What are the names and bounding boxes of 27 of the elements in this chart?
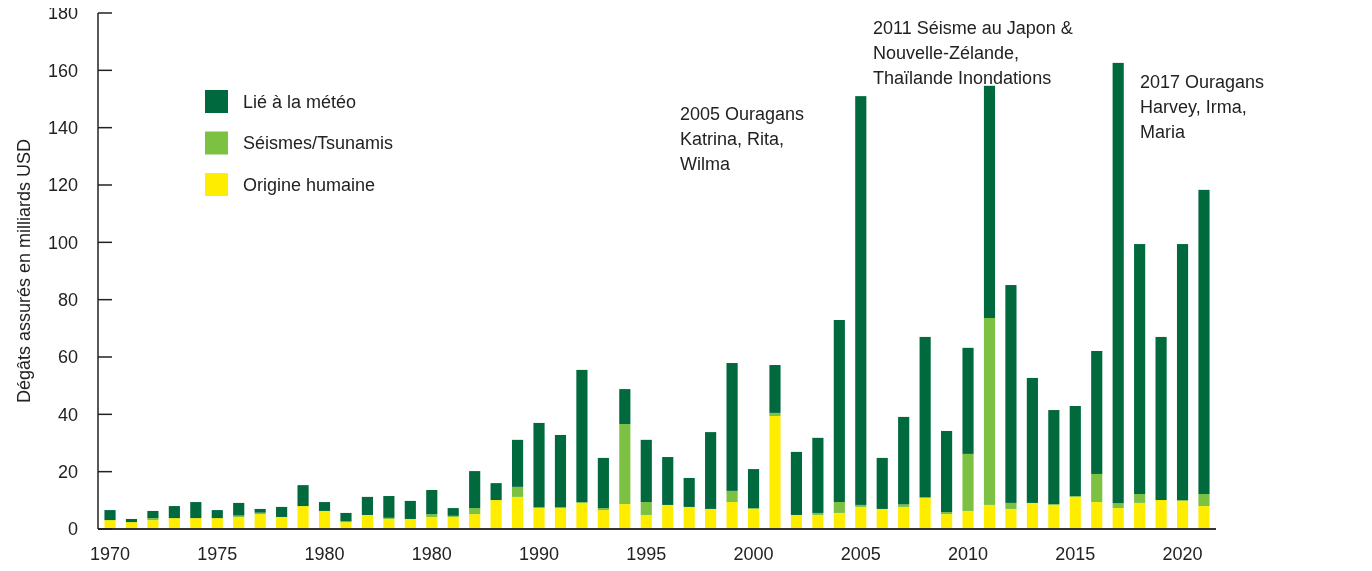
y-tick-label: 80 — [57, 289, 78, 310]
x-tick-label: 2010 — [948, 544, 989, 565]
x-tick-label: 1995 — [626, 544, 667, 565]
y-axis-title: Dégâts assurés en milliards USD — [14, 138, 35, 404]
y-tick-label: 160 — [47, 60, 78, 81]
legend-label: Origine humaine — [243, 174, 376, 195]
x-tick-label: 1975 — [197, 544, 238, 565]
annotation: 2017 Ouragans Harvey, Irma, Maria — [1140, 72, 1265, 143]
y-tick-label: 140 — [47, 117, 78, 138]
y-tick-label: 20 — [57, 461, 78, 482]
y-tick-label: 60 — [57, 347, 78, 368]
y-tick-label: 100 — [47, 232, 78, 253]
x-tick-label: 2020 — [1162, 544, 1203, 565]
y-tick-label: 0 — [67, 519, 78, 540]
annotation: 2011 Séisme au Japon & Nouvelle-Zélande, Thaïlande Inondations — [873, 18, 1073, 89]
x-tick-label: 2000 — [733, 544, 774, 565]
x-tick-label: 2015 — [1055, 544, 1096, 565]
x-tick-label: 1980 — [411, 544, 452, 565]
legend-label: Lié à la météo — [243, 91, 357, 112]
x-tick-label: 1990 — [519, 544, 560, 565]
x-tick-label: 1970 — [89, 544, 131, 565]
x-tick-label: 1980 — [304, 544, 345, 565]
legend-label: Séismes/Tsunamis — [243, 133, 394, 154]
y-tick-label: 120 — [47, 175, 78, 196]
annotation: 2005 Ouragans Katrina, Rita, Wilma — [680, 104, 805, 175]
x-tick-label: 2005 — [840, 544, 881, 565]
y-tick-label: 40 — [57, 404, 78, 425]
